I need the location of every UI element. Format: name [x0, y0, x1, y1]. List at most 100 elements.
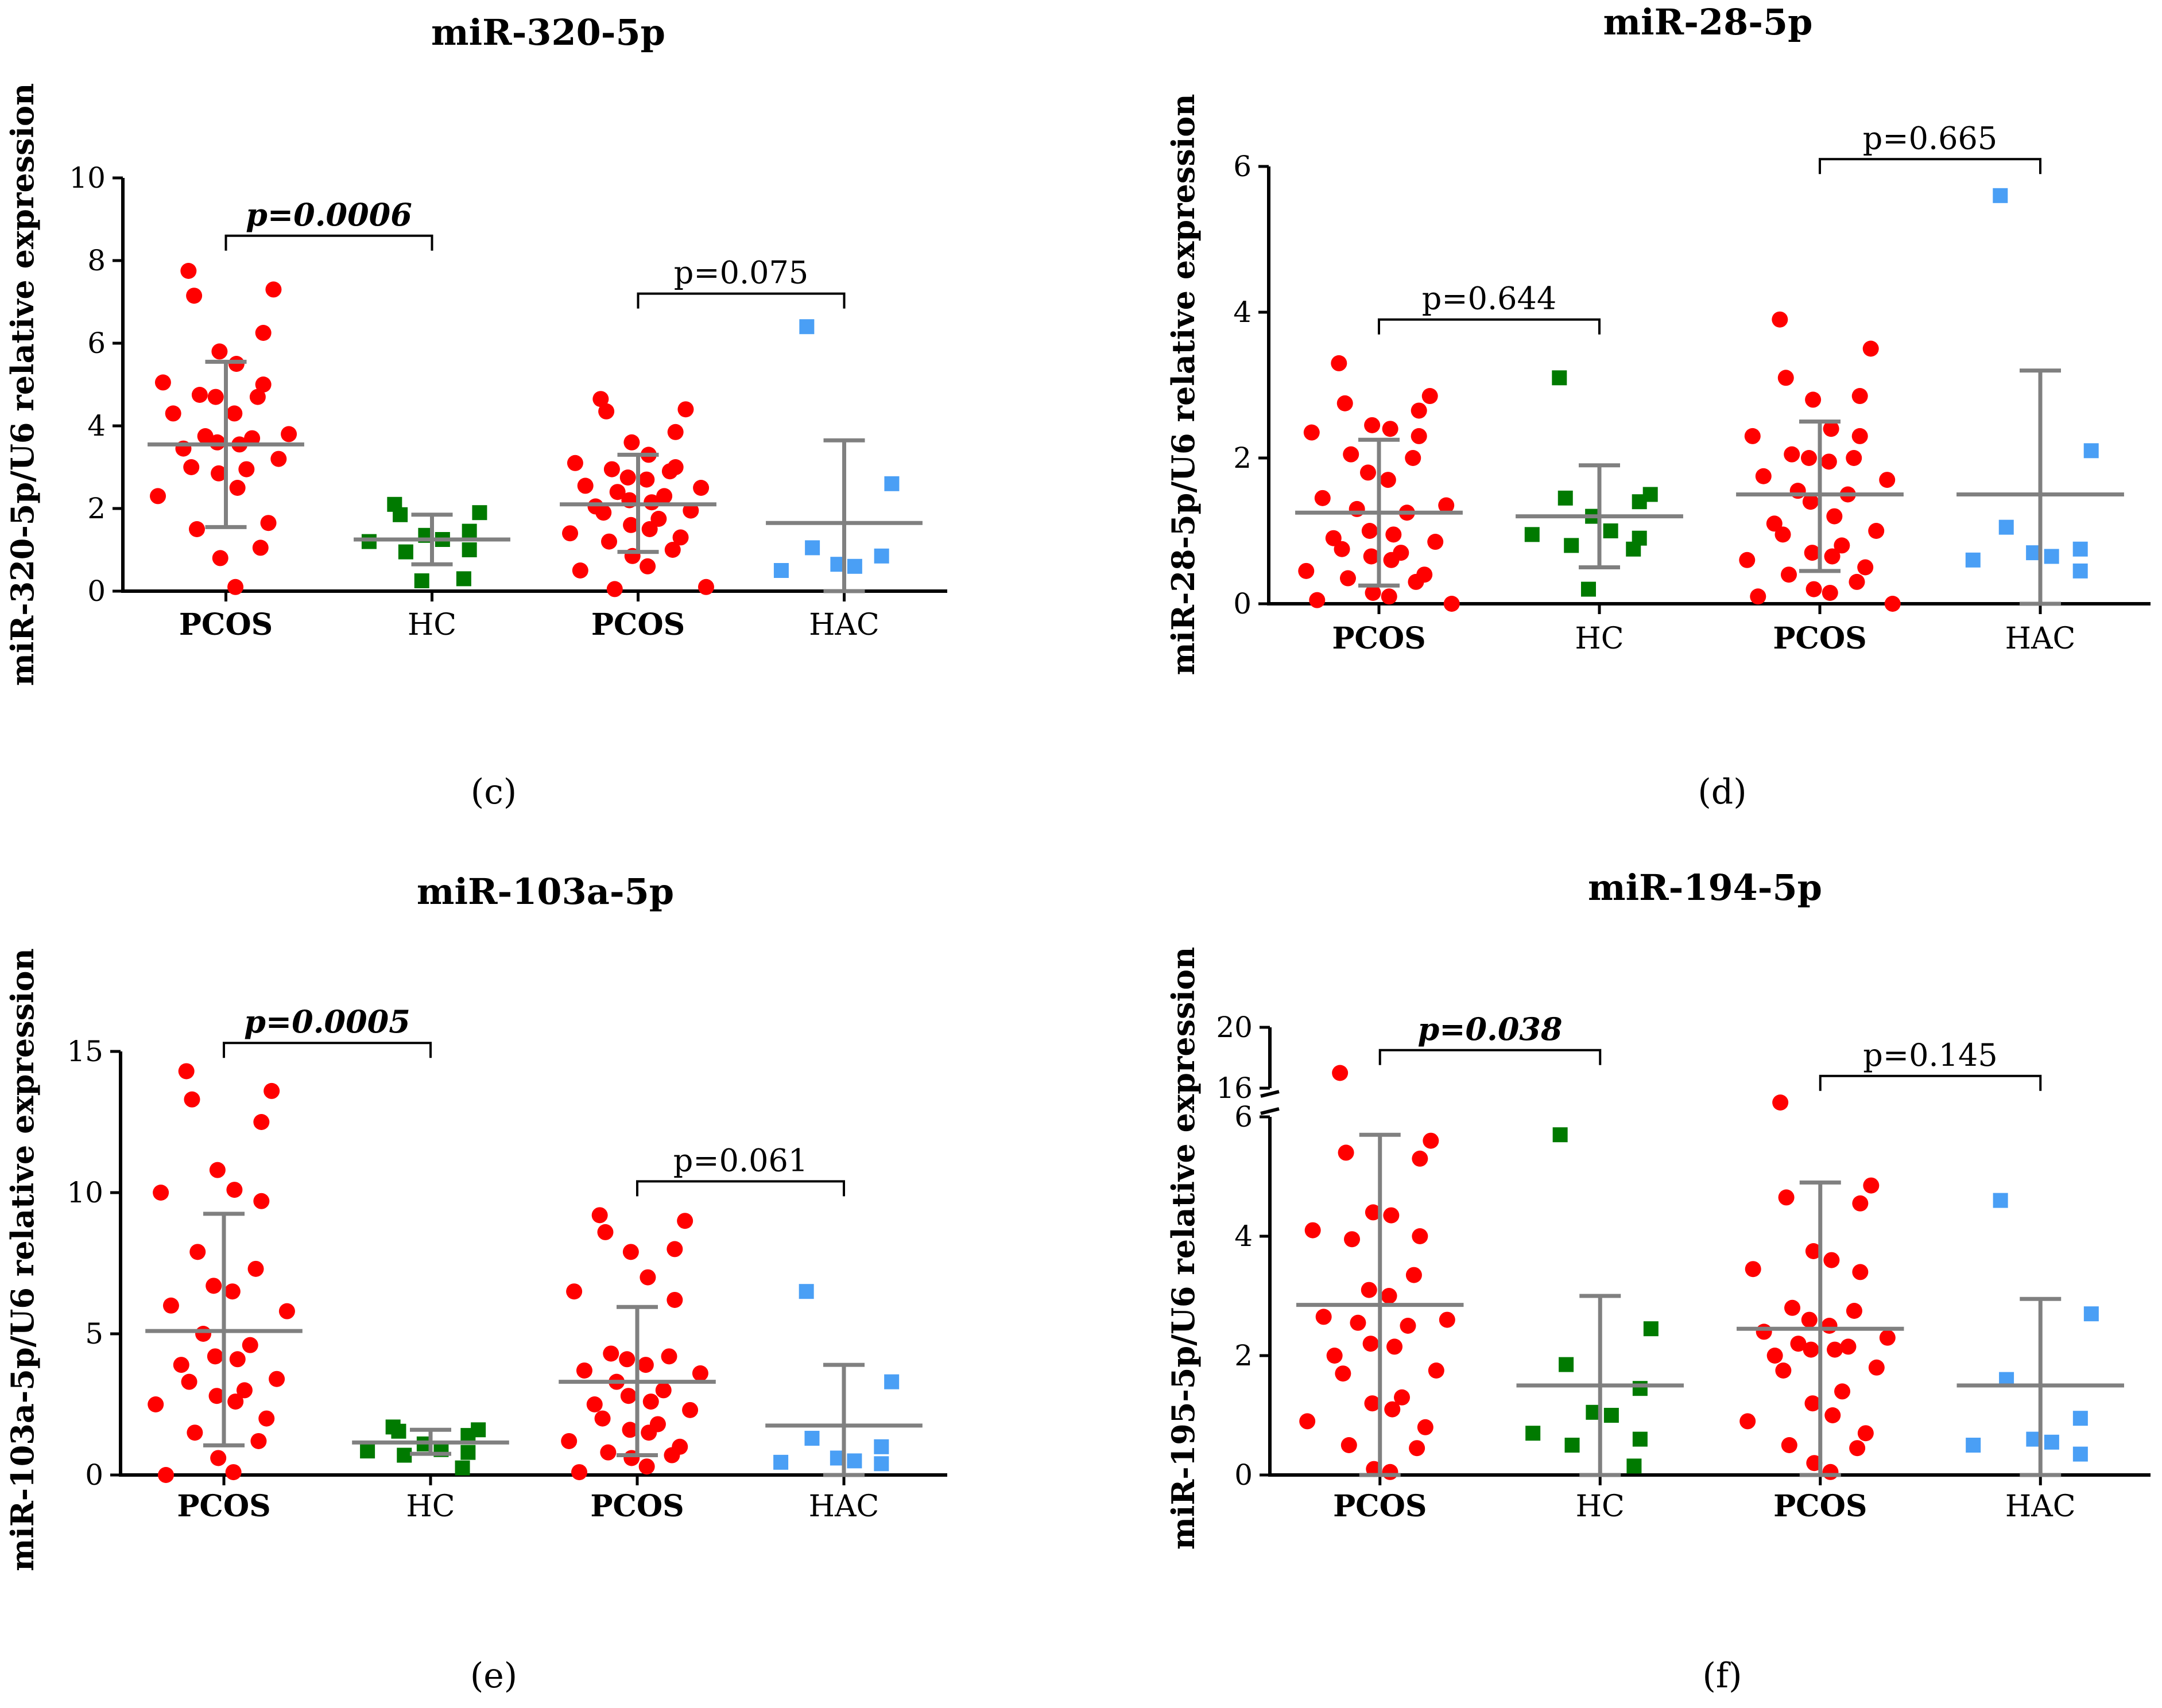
data-point — [153, 1185, 169, 1201]
data-point — [195, 1326, 212, 1342]
data-point — [1299, 1413, 1316, 1430]
data-point — [1849, 1440, 1866, 1457]
y-axis-label: miR-28-5p/U6 relative expression — [1165, 94, 1202, 675]
data-point — [1400, 1318, 1416, 1334]
x-tick-label: HC — [406, 1489, 455, 1524]
data-point — [1384, 1401, 1401, 1418]
comparison-bracket — [1819, 1074, 2042, 1091]
data-point — [1411, 428, 1427, 444]
data-point — [1879, 472, 1896, 488]
data-point — [158, 1467, 175, 1483]
data-point — [229, 480, 246, 496]
data-point — [641, 521, 658, 537]
data-point — [698, 579, 714, 595]
y-tick-label: 0 — [1233, 587, 1252, 620]
y-tick-label: 0 — [87, 574, 106, 608]
data-point — [622, 1422, 638, 1438]
data-point — [1405, 1267, 1422, 1283]
data-point — [227, 1393, 244, 1410]
data-point — [472, 505, 487, 521]
data-point — [244, 430, 261, 447]
data-point — [874, 1439, 889, 1454]
data-point — [255, 325, 272, 341]
data-point — [208, 1388, 225, 1404]
data-point — [2083, 1306, 2099, 1322]
data-point — [1824, 548, 1841, 565]
p-value-label: p=0.665 — [1863, 120, 1997, 156]
data-point — [1772, 311, 1788, 328]
x-tick-label: PCOS — [590, 1489, 684, 1524]
data-point — [1344, 1231, 1361, 1248]
y-tick-label: 5 — [85, 1317, 103, 1350]
data-point — [874, 1456, 889, 1472]
data-point — [211, 343, 228, 360]
data-point — [1804, 545, 1820, 561]
data-point — [606, 581, 623, 597]
data-point — [884, 476, 900, 491]
data-point — [1361, 523, 1378, 539]
data-point — [1784, 1299, 1801, 1316]
data-point — [1781, 1437, 1797, 1453]
data-point — [1778, 1189, 1795, 1206]
data-point — [1552, 1127, 1568, 1143]
data-point — [462, 523, 477, 539]
data-point — [1423, 1132, 1439, 1149]
data-point — [576, 1362, 592, 1379]
x-tick-label: PCOS — [1773, 1489, 1867, 1524]
data-point — [1382, 1464, 1398, 1480]
data-point — [1626, 541, 1641, 557]
p-value-label: p=0.075 — [674, 255, 808, 291]
data-point — [1766, 515, 1783, 532]
data-point — [1834, 537, 1850, 554]
data-point — [253, 1193, 270, 1209]
data-point — [1822, 1464, 1839, 1480]
data-point — [258, 1410, 275, 1427]
y-tick-label: 2 — [87, 492, 106, 525]
data-point — [656, 488, 673, 504]
data-point — [638, 1458, 655, 1475]
data-point — [1993, 1193, 2008, 1208]
data-point — [253, 1114, 270, 1130]
data-point — [1774, 526, 1791, 543]
y-tick-label: 10 — [69, 161, 106, 195]
data-point — [1846, 450, 1862, 466]
data-point — [1361, 1282, 1377, 1298]
data-point — [609, 484, 626, 500]
data-point — [269, 1371, 285, 1387]
data-point — [1750, 588, 1766, 605]
data-point — [847, 1453, 862, 1469]
data-point — [1632, 494, 1647, 510]
comparison-bracket — [224, 234, 433, 251]
panel-label: (e) — [470, 1656, 517, 1696]
data-point — [2072, 541, 2088, 557]
data-point — [2044, 1434, 2059, 1450]
data-point — [1632, 1381, 1648, 1396]
y-tick-label: 0 — [1234, 1458, 1253, 1492]
data-point — [361, 534, 377, 549]
data-point — [456, 571, 471, 587]
data-point — [1780, 566, 1797, 583]
data-point — [672, 529, 689, 546]
data-point — [1339, 570, 1356, 587]
data-point — [1603, 1408, 1619, 1423]
data-point — [1755, 468, 1772, 484]
data-point — [227, 579, 244, 595]
data-point — [184, 1091, 200, 1108]
data-point — [1823, 1252, 1840, 1268]
data-point — [1336, 395, 1353, 412]
data-point — [1380, 472, 1396, 488]
data-point — [1383, 552, 1400, 568]
data-point — [1820, 453, 1837, 470]
data-point — [1405, 450, 1421, 466]
data-point — [1802, 494, 1819, 510]
data-point — [189, 1244, 206, 1260]
data-point — [682, 1402, 699, 1418]
data-point — [1851, 428, 1868, 444]
data-point — [1362, 1336, 1379, 1352]
data-point — [1775, 1362, 1792, 1379]
data-point — [572, 562, 588, 579]
data-point — [1884, 596, 1901, 612]
data-point — [209, 434, 226, 451]
chart-title: miR-103a-5p — [417, 871, 674, 913]
